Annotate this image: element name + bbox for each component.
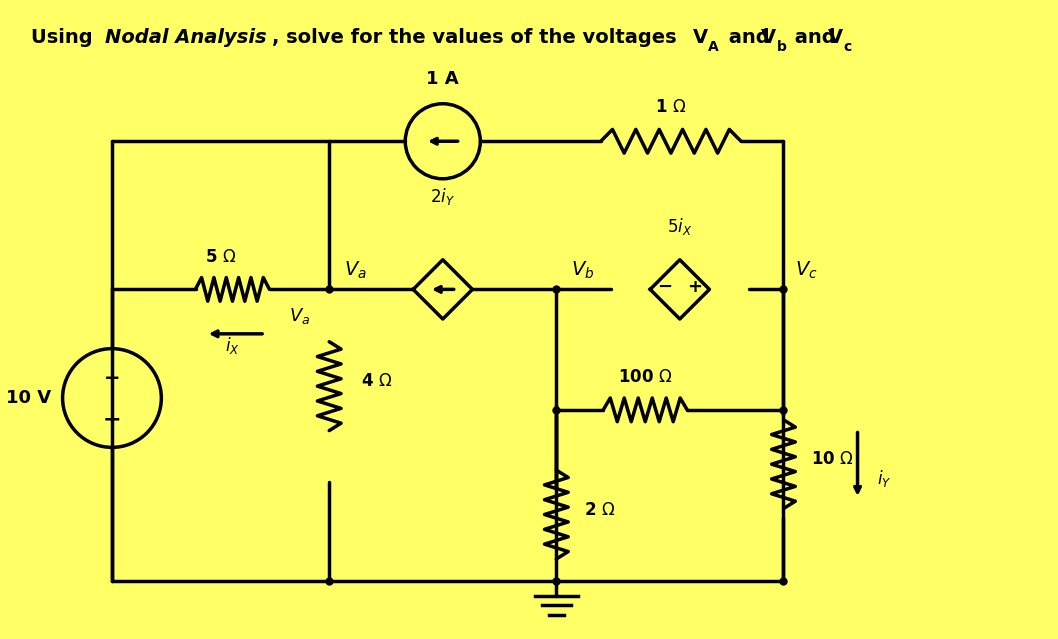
Text: V: V <box>828 28 843 47</box>
Text: b: b <box>777 40 786 54</box>
Text: +: + <box>104 369 121 388</box>
Text: Using: Using <box>31 28 99 47</box>
Text: V: V <box>693 28 708 47</box>
Text: and: and <box>788 28 843 47</box>
Text: 10 V: 10 V <box>5 389 51 407</box>
Text: V: V <box>761 28 776 47</box>
Text: $i_Y$: $i_Y$ <box>877 468 892 489</box>
Text: $V_a$: $V_a$ <box>344 260 367 282</box>
Text: A: A <box>709 40 719 54</box>
Text: +: + <box>687 279 703 296</box>
Text: c: c <box>843 40 852 54</box>
Text: 1 $\Omega$: 1 $\Omega$ <box>655 98 687 116</box>
Text: −: − <box>657 279 673 296</box>
Text: and: and <box>723 28 777 47</box>
Text: $V_a$: $V_a$ <box>289 306 310 326</box>
Text: $V_c$: $V_c$ <box>796 260 818 282</box>
Text: $2i_Y$: $2i_Y$ <box>431 187 455 208</box>
Text: −: − <box>103 410 122 430</box>
Text: 2 $\Omega$: 2 $\Omega$ <box>584 500 616 518</box>
Text: 4 $\Omega$: 4 $\Omega$ <box>361 372 393 390</box>
Text: , solve for the values of the voltages: , solve for the values of the voltages <box>272 28 683 47</box>
Text: $i_X$: $i_X$ <box>225 335 240 356</box>
Text: $5i_X$: $5i_X$ <box>668 216 693 237</box>
Text: 1 A: 1 A <box>426 70 459 88</box>
Text: Nodal Analysis: Nodal Analysis <box>105 28 267 47</box>
Text: 5 $\Omega$: 5 $\Omega$ <box>205 248 236 266</box>
Text: 100 $\Omega$: 100 $\Omega$ <box>618 368 673 386</box>
Text: $V_b$: $V_b$ <box>571 260 595 282</box>
Text: 10 $\Omega$: 10 $\Omega$ <box>811 450 854 468</box>
